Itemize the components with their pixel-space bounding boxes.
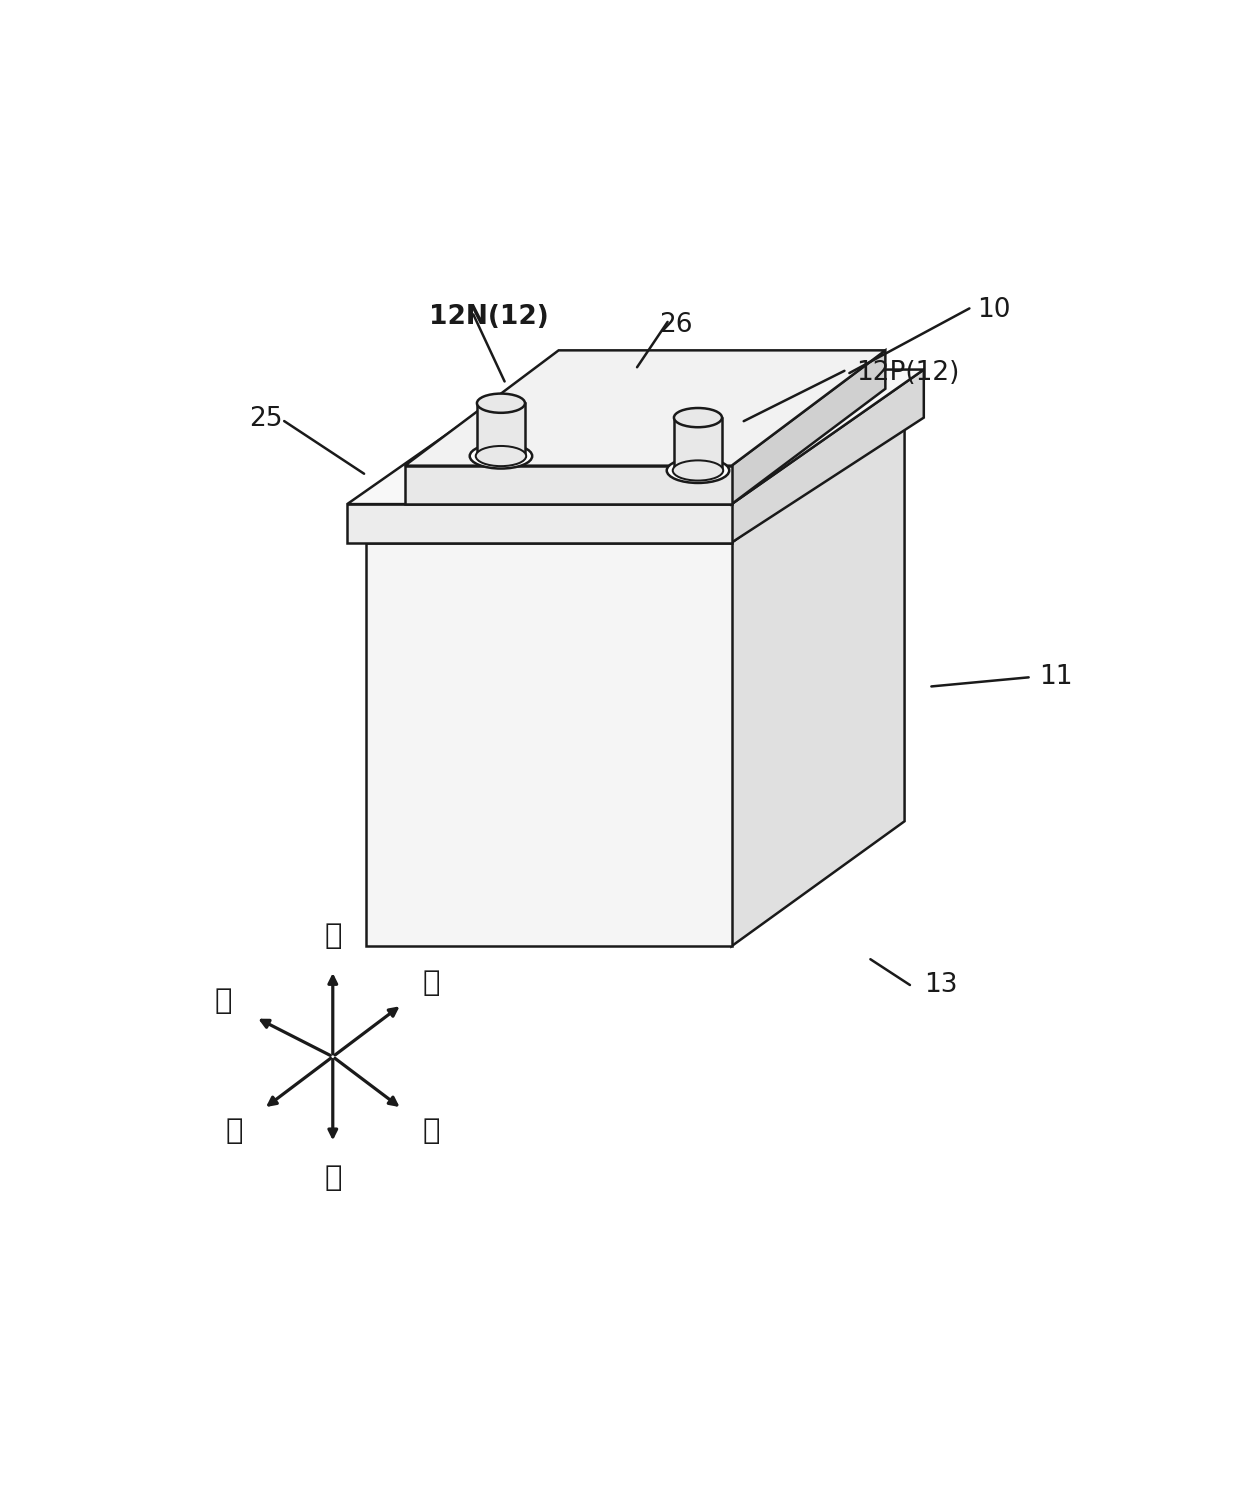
Polygon shape bbox=[367, 542, 732, 947]
Text: 上: 上 bbox=[324, 921, 341, 950]
Polygon shape bbox=[404, 351, 885, 466]
Polygon shape bbox=[477, 403, 525, 455]
Ellipse shape bbox=[673, 460, 723, 481]
Polygon shape bbox=[732, 370, 924, 542]
Text: 12N(12): 12N(12) bbox=[429, 305, 548, 330]
Ellipse shape bbox=[477, 394, 525, 412]
Ellipse shape bbox=[470, 443, 532, 469]
Polygon shape bbox=[732, 418, 905, 947]
Text: 下: 下 bbox=[324, 1163, 341, 1191]
Text: 12P(12): 12P(12) bbox=[857, 360, 960, 387]
Ellipse shape bbox=[667, 458, 729, 482]
Text: 25: 25 bbox=[249, 406, 283, 431]
Text: 26: 26 bbox=[660, 312, 693, 337]
Ellipse shape bbox=[675, 408, 722, 427]
Text: 右: 右 bbox=[422, 1117, 440, 1145]
Polygon shape bbox=[732, 351, 885, 505]
Polygon shape bbox=[347, 505, 732, 542]
Ellipse shape bbox=[476, 446, 526, 466]
Text: 后: 后 bbox=[422, 969, 440, 997]
Text: 左: 左 bbox=[215, 987, 232, 1015]
Polygon shape bbox=[347, 370, 924, 505]
Polygon shape bbox=[367, 418, 905, 542]
Polygon shape bbox=[404, 466, 732, 505]
Text: 11: 11 bbox=[1039, 664, 1073, 690]
Text: 13: 13 bbox=[924, 972, 957, 997]
Text: 10: 10 bbox=[977, 297, 1011, 324]
Text: 前: 前 bbox=[226, 1117, 243, 1145]
Polygon shape bbox=[675, 418, 722, 470]
